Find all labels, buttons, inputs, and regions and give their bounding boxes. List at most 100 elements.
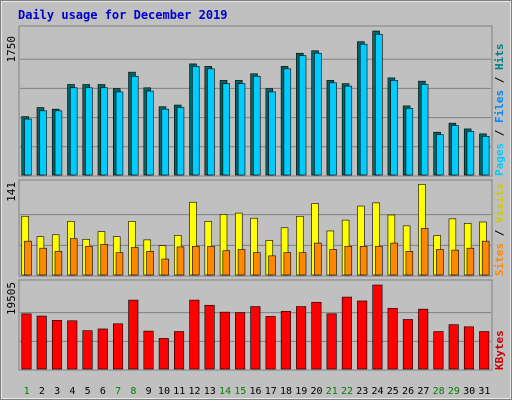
bar-kbytes-day-20 bbox=[311, 301, 322, 370]
bar-kbytes-day-31 bbox=[479, 331, 490, 370]
bar-kbytes-day-17 bbox=[265, 316, 276, 370]
bar-sites-day-24 bbox=[375, 245, 383, 276]
bar-sites-day-27 bbox=[420, 228, 429, 276]
panel-visits-sites: 141 Sites / Visits bbox=[5, 179, 506, 277]
bar-files-day-30 bbox=[466, 131, 475, 176]
bar-files-day-9 bbox=[146, 90, 154, 176]
x-tick-label: 29 bbox=[448, 386, 460, 397]
x-tick-label: 11 bbox=[173, 386, 185, 397]
legend-hits: Hits bbox=[493, 44, 506, 71]
legend-sep-3: / bbox=[493, 223, 506, 243]
bar-kbytes-day-19 bbox=[296, 306, 307, 370]
bar-files-day-4 bbox=[69, 87, 78, 176]
chart-frame-highlight bbox=[1, 1, 511, 399]
bar-kbytes-day-3 bbox=[51, 320, 63, 370]
bar-kbytes-day-11 bbox=[174, 331, 185, 370]
x-tick-label: 4 bbox=[69, 386, 75, 397]
x-tick-label: 10 bbox=[158, 386, 170, 397]
panel-hits-files-pages: 1750 Pages / Files / Hits bbox=[5, 25, 506, 177]
bar-kbytes-day-5 bbox=[82, 330, 93, 370]
bar-files-day-7 bbox=[115, 91, 124, 176]
bar-files-day-31 bbox=[481, 136, 490, 176]
bar-files-day-18 bbox=[283, 68, 292, 176]
bar-sites-day-15 bbox=[237, 249, 246, 276]
bar-kbytes-day-15 bbox=[235, 312, 246, 370]
bar-kbytes-day-1 bbox=[21, 313, 32, 370]
x-tick-label: 7 bbox=[115, 386, 121, 397]
bar-kbytes-day-4 bbox=[67, 320, 78, 370]
x-tick-label: 17 bbox=[265, 386, 277, 397]
bar-kbytes-day-25 bbox=[387, 307, 398, 370]
bar-files-day-8 bbox=[131, 75, 139, 176]
panel-top-max-label: 1750 bbox=[5, 36, 18, 63]
chart-title: Daily usage for December 2019 bbox=[18, 8, 228, 22]
bar-sites-day-29 bbox=[451, 249, 459, 276]
bar-sites-day-1 bbox=[24, 240, 32, 276]
legend-top: Pages / Files / Hits bbox=[493, 44, 506, 177]
bar-sites-day-12 bbox=[192, 245, 200, 276]
bar-kbytes-day-28 bbox=[433, 331, 444, 370]
bar-sites-day-28 bbox=[436, 249, 444, 276]
bar-files-day-26 bbox=[405, 108, 414, 176]
bar-sites-day-18 bbox=[283, 252, 292, 276]
x-tick-label: 25 bbox=[387, 386, 399, 397]
bar-kbytes-day-16 bbox=[250, 306, 261, 370]
legend-sep-1: / bbox=[493, 123, 506, 143]
bar-files-day-28 bbox=[436, 134, 444, 176]
bar-sites-day-3 bbox=[54, 251, 63, 276]
legend-visits: Visits bbox=[493, 183, 506, 223]
bar-sites-day-2 bbox=[39, 247, 47, 276]
bar-files-day-22 bbox=[344, 85, 353, 176]
bar-sites-day-10 bbox=[161, 258, 169, 276]
bar-sites-day-23 bbox=[359, 245, 368, 276]
legend-sep-2: / bbox=[493, 70, 506, 90]
panel-kbytes: 19505 KBytes bbox=[5, 279, 506, 371]
bar-files-day-29 bbox=[451, 125, 459, 176]
bar-files-day-23 bbox=[359, 43, 368, 176]
x-tick-label: 24 bbox=[372, 386, 384, 397]
x-tick-label: 14 bbox=[219, 386, 231, 397]
x-tick-label: 22 bbox=[341, 386, 353, 397]
bar-sites-day-9 bbox=[146, 251, 154, 276]
bar-files-day-10 bbox=[161, 108, 169, 176]
bar-sites-day-8 bbox=[131, 247, 139, 276]
legend-mid: Sites / Visits bbox=[493, 183, 506, 276]
bar-kbytes-day-22 bbox=[341, 296, 352, 370]
bar-sites-day-13 bbox=[207, 245, 215, 276]
x-tick-label: 2 bbox=[39, 386, 45, 397]
x-tick-label: 8 bbox=[130, 386, 136, 397]
bar-files-day-27 bbox=[420, 84, 429, 176]
bar-sites-day-31 bbox=[481, 240, 490, 276]
x-tick-label: 27 bbox=[417, 386, 429, 397]
legend-files: Files bbox=[493, 90, 506, 123]
bar-files-day-5 bbox=[85, 87, 93, 176]
x-tick-label: 20 bbox=[311, 386, 323, 397]
bar-files-day-24 bbox=[375, 33, 383, 176]
x-tick-label: 31 bbox=[478, 386, 490, 397]
bar-sites-day-17 bbox=[268, 255, 276, 276]
x-tick-label: 6 bbox=[100, 386, 106, 397]
x-tick-label: 5 bbox=[85, 386, 91, 397]
bar-files-day-19 bbox=[298, 55, 307, 176]
bar-files-day-13 bbox=[207, 68, 215, 176]
x-tick-label: 18 bbox=[280, 386, 292, 397]
x-tick-label: 28 bbox=[433, 386, 445, 397]
x-tick-label: 12 bbox=[188, 386, 200, 397]
x-tick-label: 21 bbox=[326, 386, 338, 397]
x-tick-label: 19 bbox=[295, 386, 307, 397]
bar-files-day-15 bbox=[237, 83, 246, 176]
bar-files-day-17 bbox=[268, 91, 276, 176]
bar-kbytes-day-2 bbox=[36, 315, 47, 370]
bar-kbytes-day-23 bbox=[357, 300, 368, 370]
legend-kbytes: KBytes bbox=[493, 330, 506, 370]
x-tick-label: 1 bbox=[24, 386, 30, 397]
bar-files-day-14 bbox=[222, 83, 231, 176]
bar-kbytes-day-7 bbox=[112, 323, 124, 370]
bar-kbytes-day-21 bbox=[326, 313, 337, 370]
bar-sites-day-5 bbox=[85, 245, 93, 276]
bar-sites-day-21 bbox=[329, 249, 337, 276]
bar-files-day-2 bbox=[39, 110, 47, 176]
bar-sites-day-11 bbox=[176, 246, 185, 276]
